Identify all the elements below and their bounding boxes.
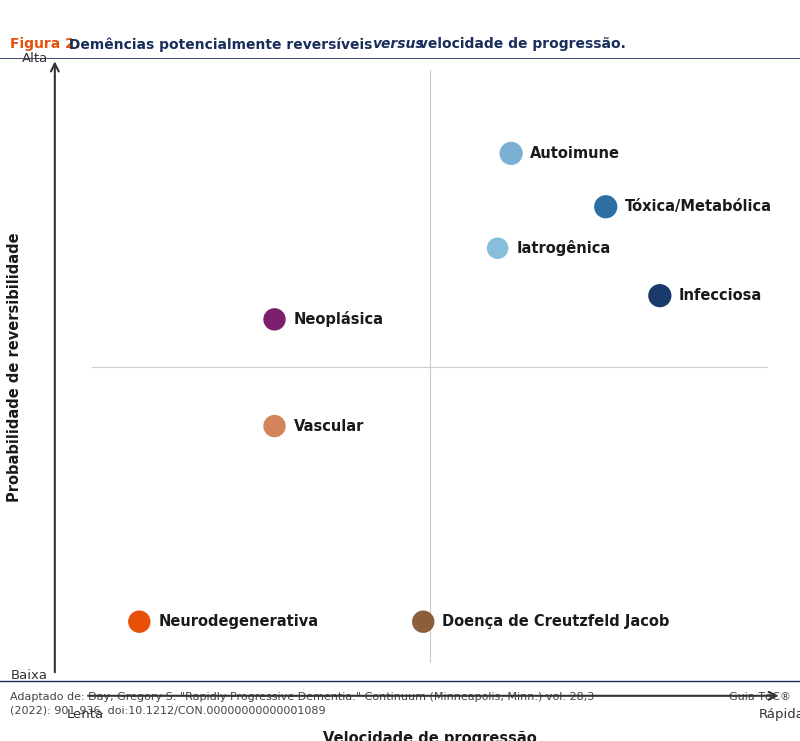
Text: Demências potencialmente reversíveis: Demências potencialmente reversíveis xyxy=(64,37,378,52)
Text: Rápida: Rápida xyxy=(758,708,800,721)
Text: Alta: Alta xyxy=(22,52,48,65)
Point xyxy=(491,242,504,254)
Text: versus: versus xyxy=(372,37,424,51)
Point xyxy=(268,420,281,432)
Text: Doença de Creutzfeld Jacob: Doença de Creutzfeld Jacob xyxy=(442,614,670,629)
Text: Vascular: Vascular xyxy=(294,419,364,433)
Point xyxy=(417,616,430,628)
Text: Figura 2.: Figura 2. xyxy=(10,37,80,51)
Text: Iatrogênica: Iatrogênica xyxy=(517,240,610,256)
Text: Baixa: Baixa xyxy=(11,668,48,682)
Text: Guia TdC®: Guia TdC® xyxy=(729,692,790,702)
Text: Lenta: Lenta xyxy=(66,708,104,721)
Point xyxy=(599,201,612,213)
Point xyxy=(268,313,281,325)
Text: Autoimune: Autoimune xyxy=(530,146,620,161)
Text: Adaptado de: Day, Gregory S. "Rapidly Progressive Dementia." Continuum (Minneapo: Adaptado de: Day, Gregory S. "Rapidly Pr… xyxy=(10,692,594,715)
Text: Infecciosa: Infecciosa xyxy=(678,288,762,303)
Text: Neurodegenerativa: Neurodegenerativa xyxy=(158,614,318,629)
Text: velocidade de progressão.: velocidade de progressão. xyxy=(414,37,626,51)
Text: Neoplásica: Neoplásica xyxy=(294,311,383,328)
Text: Tóxica/Metabólica: Tóxica/Metabólica xyxy=(625,199,772,214)
Text: Probabilidade de reversibilidade: Probabilidade de reversibilidade xyxy=(6,232,22,502)
Text: Velocidade de progressão: Velocidade de progressão xyxy=(323,731,537,741)
Point xyxy=(654,290,666,302)
Point xyxy=(505,147,518,159)
Point xyxy=(133,616,146,628)
